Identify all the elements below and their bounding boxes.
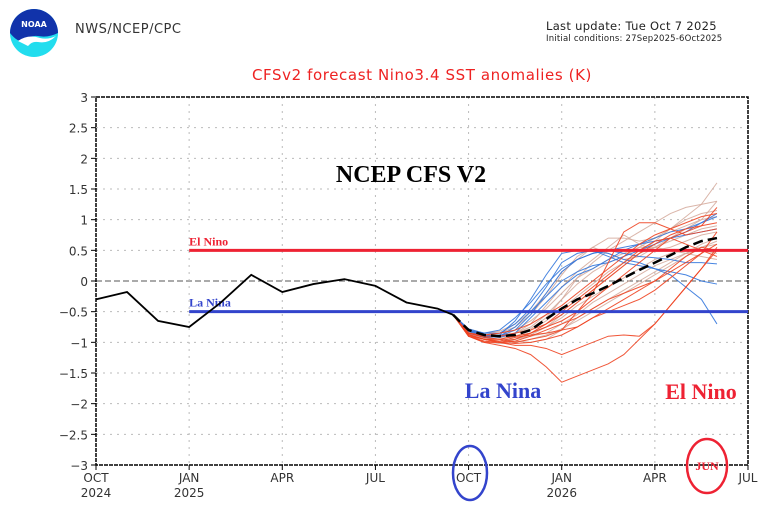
y-tick-label: −2 xyxy=(70,398,88,412)
x-tick-label: OCT xyxy=(83,471,109,485)
y-tick-label: 1.5 xyxy=(69,183,88,197)
ensemble-member-line xyxy=(452,216,718,337)
ensemble-member-line xyxy=(452,240,718,345)
oct-highlight-circle xyxy=(451,444,489,502)
last-update: Last update: Tue Oct 7 2025 xyxy=(546,19,717,33)
y-tick-label: −3 xyxy=(70,459,88,473)
y-tick-label: 0 xyxy=(80,275,88,289)
initial-conditions: Initial conditions: 27Sep2025-6Oct2025 xyxy=(546,34,723,44)
y-tick-label: 1 xyxy=(80,214,88,228)
y-tick-label: 0.5 xyxy=(69,244,88,258)
y-tick-label: 2 xyxy=(80,152,88,166)
x-tick-year: 2026 xyxy=(546,486,577,500)
ensemble-mean-series xyxy=(452,236,718,338)
y-tick-label: −1 xyxy=(70,336,88,350)
x-tick-label: JAN xyxy=(550,471,572,485)
jun-highlight-circle xyxy=(685,437,729,495)
grid-lines xyxy=(96,97,748,465)
ensemble-mean-line xyxy=(452,236,718,338)
x-tick-label: OCT xyxy=(456,471,482,485)
chart-title: CFSv2 forecast Nino3.4 SST anomalies (K) xyxy=(251,66,592,84)
ensemble-member-line xyxy=(452,213,718,336)
ensemble-member-line xyxy=(452,222,718,337)
la-nina-big-label: La Nina xyxy=(465,378,541,403)
y-tick-label: −0.5 xyxy=(59,306,88,320)
ensemble-member-line xyxy=(452,231,718,345)
x-tick-label: JAN xyxy=(178,471,200,485)
ensemble-member-line xyxy=(452,216,718,334)
x-tick-year: 2025 xyxy=(174,486,205,500)
la-nina-threshold-label: La Nina xyxy=(189,296,231,310)
logo-circle-top xyxy=(10,9,58,42)
x-tick-label: JUL xyxy=(365,471,385,485)
y-axis-ticks: 3 2.5 2 1.5 1 0.5 0 −0.5 −1 −1.5 −2 −2.5 −3 xyxy=(59,91,96,473)
el-nino-threshold-label: El Nino xyxy=(189,234,228,248)
x-tick-label: JUL xyxy=(737,471,757,485)
watermark-label: NCEP CFS V2 xyxy=(336,162,486,188)
ensemble-members xyxy=(452,182,718,383)
ensemble-member-line xyxy=(452,231,718,338)
y-tick-label: −1.5 xyxy=(59,367,88,381)
threshold-lines: El Nino La Nina xyxy=(189,234,748,314)
y-tick-label: 2.5 xyxy=(69,122,88,136)
el-nino-big-label: El Nino xyxy=(665,379,737,404)
x-tick-label: APR xyxy=(643,471,667,485)
observed-line xyxy=(95,273,454,328)
ensemble-member-line xyxy=(452,207,718,340)
y-tick-label: 3 xyxy=(80,91,88,105)
logo-text: NOAA xyxy=(21,20,47,29)
x-tick-year: 2024 xyxy=(81,486,112,500)
jun-label: JUN xyxy=(695,459,719,473)
observed-series xyxy=(95,273,454,328)
y-tick-label: −2.5 xyxy=(59,428,88,442)
logo-bird xyxy=(18,36,56,46)
x-tick-label: APR xyxy=(270,471,294,485)
noaa-logo: NOAA xyxy=(10,9,58,57)
agency-label: NWS/NCEP/CPC xyxy=(75,22,182,37)
